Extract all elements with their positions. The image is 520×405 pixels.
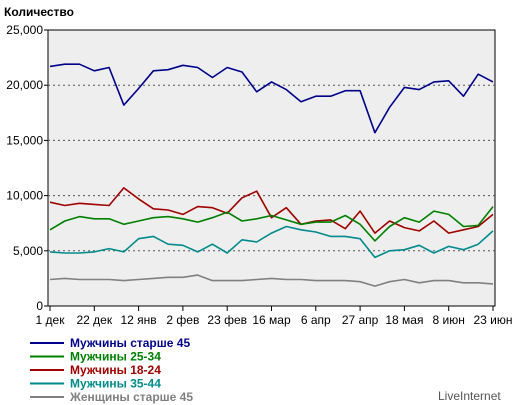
- x-tick-label: 2 фев: [166, 313, 199, 327]
- plot-area: [47, 29, 496, 307]
- series-group: [49, 63, 494, 287]
- x-tick-label: 1 дек: [36, 313, 66, 327]
- legend-label: Мужчины 18-24: [70, 363, 161, 377]
- series-line: [49, 187, 494, 234]
- legend-label: Мужчины старше 45: [70, 336, 190, 350]
- y-tick-label: 0: [36, 299, 43, 313]
- x-tick-label: 23 июн: [473, 313, 512, 327]
- y-axis-label: Количество: [4, 5, 74, 19]
- series-line: [49, 225, 494, 259]
- y-tick-label: 25,000: [6, 23, 43, 37]
- series-line: [49, 63, 494, 134]
- x-tick-label: 23 фев: [207, 313, 247, 327]
- y-tick-label: 15,000: [6, 133, 43, 147]
- legend-label: Женщины старше 45: [69, 390, 193, 404]
- y-tick-label: 20,000: [6, 78, 43, 92]
- watermark-text: LiveInternet: [438, 389, 501, 403]
- x-tick-label: 12 янв: [121, 313, 157, 327]
- series-line: [49, 274, 494, 287]
- y-axis-ticks: 0 5,000 10,000 15,000 20,000 25,000: [6, 23, 48, 313]
- x-tick-label: 27 апр: [342, 313, 379, 327]
- x-axis-ticks: 1 дек 22 дек 12 янв 2 фев 23 фев 16 мар 6 апр 2…: [36, 306, 513, 327]
- x-tick-label: 16 мар: [252, 313, 291, 327]
- legend-label: Мужчины 25-34: [70, 350, 161, 364]
- y-tick-label: 5,000: [13, 244, 43, 258]
- x-tick-label: 6 апр: [301, 313, 331, 327]
- legend-label: Мужчины 35-44: [70, 377, 161, 391]
- y-tick-label: 10,000: [6, 189, 43, 203]
- x-tick-label: 8 июн: [433, 313, 465, 327]
- x-tick-label: 18 мая: [385, 313, 423, 327]
- x-tick-label: 22 дек: [76, 313, 112, 327]
- series-line: [49, 206, 494, 242]
